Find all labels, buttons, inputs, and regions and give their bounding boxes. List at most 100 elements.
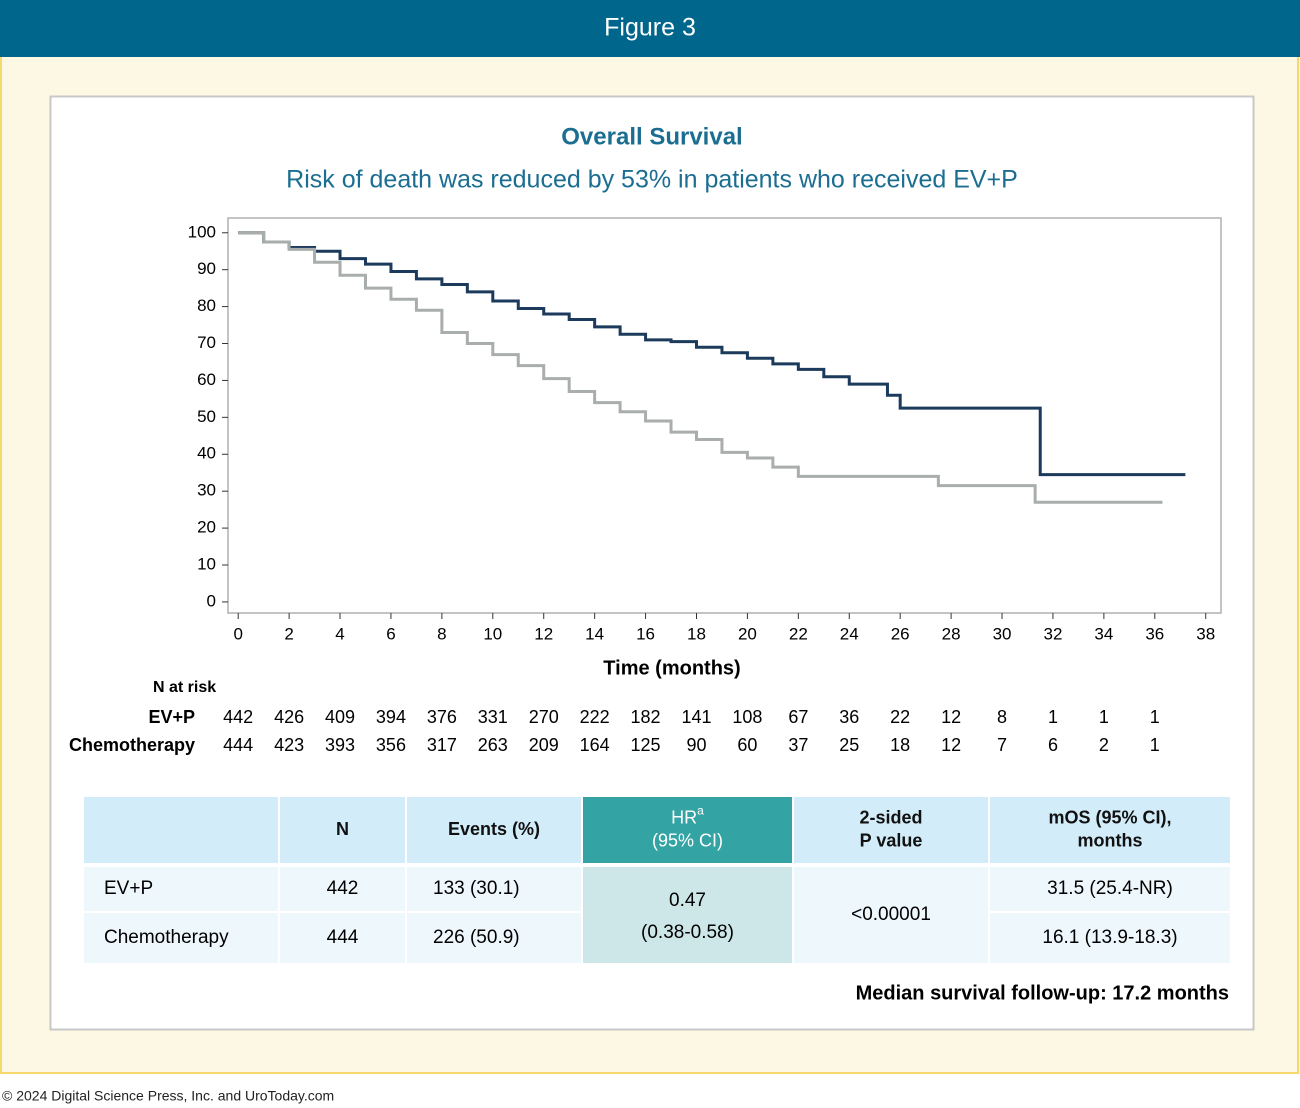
x-tick-label: 28: [942, 624, 961, 643]
table-cell: [280, 867, 405, 911]
survival-curve: [238, 231, 1163, 504]
at-risk-count: 444: [223, 735, 253, 755]
table-value: 442: [327, 878, 359, 899]
superscript: a: [697, 804, 704, 818]
table-value: 226 (50.9): [433, 927, 520, 948]
y-tick-label: 30: [197, 481, 216, 500]
at-risk-count: 60: [737, 735, 757, 755]
x-tick-label: 18: [687, 624, 706, 643]
x-tick-label: 4: [335, 624, 344, 643]
y-tick-label: 70: [197, 333, 216, 352]
column-header: HRa: [671, 804, 704, 828]
table-cell: [407, 913, 581, 963]
y-tick-label: 10: [197, 554, 216, 573]
x-tick-label: 32: [1043, 624, 1062, 643]
chart-subtitle: Risk of death was reduced by 53% in pati…: [286, 166, 1018, 194]
at-risk-count: 423: [274, 735, 304, 755]
at-risk-label: EV+P: [148, 707, 195, 727]
table-cell: [280, 797, 405, 863]
x-tick-label: 2: [284, 624, 293, 643]
row-label: Chemotherapy: [104, 927, 229, 948]
column-header: months: [1078, 830, 1143, 850]
x-tick-label: 10: [483, 624, 502, 643]
at-risk-count: 409: [325, 707, 355, 727]
x-tick-label: 34: [1094, 624, 1113, 643]
table-cell: [280, 913, 405, 963]
x-tick-label: 30: [993, 624, 1012, 643]
hr-value: 0.47: [669, 890, 706, 911]
table-cell: [990, 797, 1230, 863]
at-risk-count: 394: [376, 707, 406, 727]
at-risk-count: 18: [890, 735, 910, 755]
at-risk-count: 22: [890, 707, 910, 727]
at-risk-count: 376: [427, 707, 457, 727]
table-cell: [407, 797, 581, 863]
table-cell: [583, 797, 792, 863]
table-value: 31.5 (25.4-NR): [1047, 878, 1173, 899]
y-tick-label: 80: [197, 296, 216, 315]
at-risk-count: 270: [529, 707, 559, 727]
x-tick-label: 12: [534, 624, 553, 643]
at-risk-count: 263: [478, 735, 508, 755]
y-tick-label: 20: [197, 518, 216, 537]
column-header: Events (%): [448, 819, 540, 839]
table-cell: [990, 913, 1230, 963]
at-risk-count: 108: [732, 707, 762, 727]
column-header: mOS (95% CI),: [1048, 807, 1171, 827]
column-header: N: [336, 819, 349, 839]
at-risk-title: N at risk: [153, 679, 216, 696]
x-tick-label: 26: [891, 624, 910, 643]
table-cell: [407, 867, 581, 911]
table-value: 16.1 (13.9-18.3): [1042, 927, 1177, 948]
y-tick-label: 0: [207, 591, 216, 610]
at-risk-count: 209: [529, 735, 559, 755]
table-cell: [84, 797, 278, 863]
header-title: Figure 3: [604, 14, 696, 42]
y-tick-label: 60: [197, 370, 216, 389]
at-risk-count: 356: [376, 735, 406, 755]
at-risk-count: 393: [325, 735, 355, 755]
x-tick-label: 22: [789, 624, 808, 643]
chart-title: Overall Survival: [561, 123, 742, 150]
at-risk-count: 7: [997, 735, 1007, 755]
at-risk-label: Chemotherapy: [69, 735, 195, 755]
at-risk-count: 442: [223, 707, 253, 727]
at-risk-count: 8: [997, 707, 1007, 727]
table-cell: [794, 867, 988, 963]
column-header: 2-sided: [859, 807, 922, 827]
at-risk-count: 1: [1099, 707, 1109, 727]
table-cell: [84, 867, 278, 911]
x-tick-label: 20: [738, 624, 757, 643]
table-cell: [990, 867, 1230, 911]
x-tick-label: 16: [636, 624, 655, 643]
at-risk-count: 222: [580, 707, 610, 727]
at-risk-count: 1: [1150, 735, 1160, 755]
at-risk-count: 12: [941, 707, 961, 727]
y-tick-label: 50: [197, 407, 216, 426]
at-risk-count: 6: [1048, 735, 1058, 755]
hr-value: (0.38-0.58): [641, 922, 734, 943]
y-tick-label: 90: [197, 259, 216, 278]
plot-area: [227, 217, 1222, 614]
at-risk-count: 67: [788, 707, 808, 727]
at-risk-count: 37: [788, 735, 808, 755]
at-risk-count: 12: [941, 735, 961, 755]
at-risk-count: 125: [631, 735, 661, 755]
table-cell: [583, 867, 792, 963]
at-risk-count: 182: [631, 707, 661, 727]
table-value: 133 (30.1): [433, 878, 520, 899]
x-tick-label: 38: [1196, 624, 1215, 643]
at-risk-count: 331: [478, 707, 508, 727]
row-label: EV+P: [104, 878, 153, 899]
at-risk-count: 1: [1048, 707, 1058, 727]
at-risk-count: 90: [686, 735, 706, 755]
x-tick-label: 14: [585, 624, 604, 643]
at-risk-count: 2: [1099, 735, 1109, 755]
p-value: <0.00001: [851, 904, 931, 925]
at-risk-count: 164: [580, 735, 610, 755]
at-risk-count: 25: [839, 735, 859, 755]
survival-curve: [238, 231, 1186, 477]
x-tick-label: 0: [233, 624, 242, 643]
at-risk-count: 36: [839, 707, 859, 727]
